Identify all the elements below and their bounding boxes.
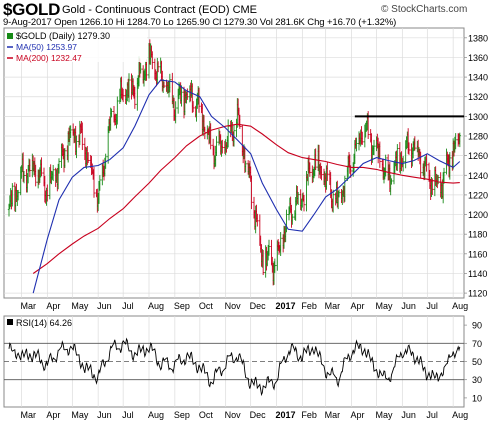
x-month-label: May <box>71 410 89 420</box>
x-month-label: Apr <box>351 410 365 420</box>
x-month-label: Aug <box>452 301 468 311</box>
price-y-tick-label: 1220 <box>468 190 488 200</box>
x-month-label: 2017 <box>276 301 296 311</box>
x-month-label: Feb <box>301 301 317 311</box>
x-month-label: Dec <box>250 410 267 420</box>
x-month-label: Apr <box>351 301 365 311</box>
rsi-panel-frame <box>3 315 465 408</box>
watermark: © StockCharts.com <box>381 4 468 15</box>
x-month-label: Jul <box>426 301 438 311</box>
price-panel: 1120 1140 1160 1180 1200 1220 1240 1260 1280 1300… <box>3 27 488 299</box>
ma50-line <box>32 79 461 294</box>
rsi-panel: 10 30 50 70 90 <box>3 315 482 408</box>
legend-background <box>5 29 147 62</box>
price-y-tick-label: 1320 <box>468 92 488 102</box>
ma200-line <box>32 123 460 274</box>
x-axis-main: Mar Apr May Jun Jul Aug Sep Oct Nov Dec 2017 Feb Mar… <box>21 301 469 311</box>
price-y-tick-label: 1160 <box>468 249 487 259</box>
x-month-label: Aug <box>148 410 164 420</box>
x-month-label: Oct <box>199 410 214 420</box>
price-y-tick-label: 1300 <box>468 112 488 122</box>
legend-swatch-price <box>7 33 13 39</box>
rsi-y-tick-label: 30 <box>472 375 482 385</box>
price-panel-frame <box>3 27 465 299</box>
x-month-label: Jun <box>97 301 112 311</box>
x-month-label: Oct <box>199 301 214 311</box>
price-y-tick-label: 1360 <box>468 53 488 63</box>
x-month-label: Aug <box>452 410 468 420</box>
price-y-tick-label: 1340 <box>468 73 488 83</box>
rsi-y-tick-label: 50 <box>472 357 482 367</box>
exchange-text: CME <box>232 4 258 16</box>
x-month-label: Mar <box>325 301 341 311</box>
rsi-legend: RSI(14) 64.26 <box>7 318 72 328</box>
x-month-label: Sep <box>174 410 190 420</box>
price-bars <box>7 39 462 286</box>
price-y-tick-label: 1200 <box>468 210 488 220</box>
x-month-label: Jul <box>122 301 134 311</box>
chart-symbol: $GOLD <box>3 0 61 19</box>
rsi-y-tick-label: 90 <box>472 321 482 331</box>
price-legend: $GOLD (Daily) 1279.30 MA(50) 1253.97 MA(… <box>5 29 147 63</box>
chart-subtitle: Gold - Continuous Contract (EOD) CME <box>62 4 257 16</box>
x-axis-rsi: Mar Apr May Jun Jul Aug Sep Oct Nov Dec 2017 Feb Mar… <box>21 410 469 420</box>
x-month-label: Nov <box>225 301 242 311</box>
rsi-y-tick-label: 70 <box>472 339 482 349</box>
x-month-label: May <box>71 301 89 311</box>
rsi-legend-text: RSI(14) 64.26 <box>16 318 72 328</box>
x-month-label: May <box>376 301 394 311</box>
x-month-label: 2017 <box>276 410 296 420</box>
x-month-label: Jun <box>401 410 416 420</box>
x-month-label: Dec <box>250 301 267 311</box>
x-month-label: Mar <box>21 410 37 420</box>
x-month-label: Aug <box>148 301 164 311</box>
price-y-tick-label: 1280 <box>468 132 488 142</box>
x-month-label: May <box>376 410 394 420</box>
x-month-label: Nov <box>225 410 242 420</box>
x-month-label: Jun <box>97 410 112 420</box>
legend-ma200: MA(200) 1232.47 <box>16 53 82 63</box>
legend-ma50: MA(50) 1253.97 <box>16 42 77 52</box>
x-month-label: Apr <box>46 410 60 420</box>
legend-price: $GOLD (Daily) 1279.30 <box>16 31 110 41</box>
price-y-tick-label: 1380 <box>468 33 488 43</box>
quote-line: 9-Aug-2017 Open 1266.10 Hi 1284.70 Lo 12… <box>3 17 397 28</box>
x-month-label: Jul <box>122 410 134 420</box>
x-month-label: Jun <box>401 301 416 311</box>
x-month-label: Apr <box>46 301 60 311</box>
price-y-tick-label: 1140 <box>468 269 487 279</box>
x-month-label: Jul <box>426 410 438 420</box>
price-y-tick-label: 1240 <box>468 171 488 181</box>
price-y-tick-label: 1180 <box>468 230 487 240</box>
price-y-tick-label: 1260 <box>468 151 488 161</box>
rsi-line <box>8 337 461 397</box>
x-month-label: Mar <box>325 410 341 420</box>
rsi-y-tick-label: 10 <box>472 393 482 403</box>
x-month-label: Sep <box>174 301 190 311</box>
price-y-tick-label: 1120 <box>468 289 487 299</box>
rsi-legend-swatch <box>7 319 13 325</box>
x-month-label: Mar <box>21 301 37 311</box>
subtitle-text: Gold - Continuous Contract (EOD) <box>62 4 230 16</box>
x-month-label: Feb <box>301 410 317 420</box>
